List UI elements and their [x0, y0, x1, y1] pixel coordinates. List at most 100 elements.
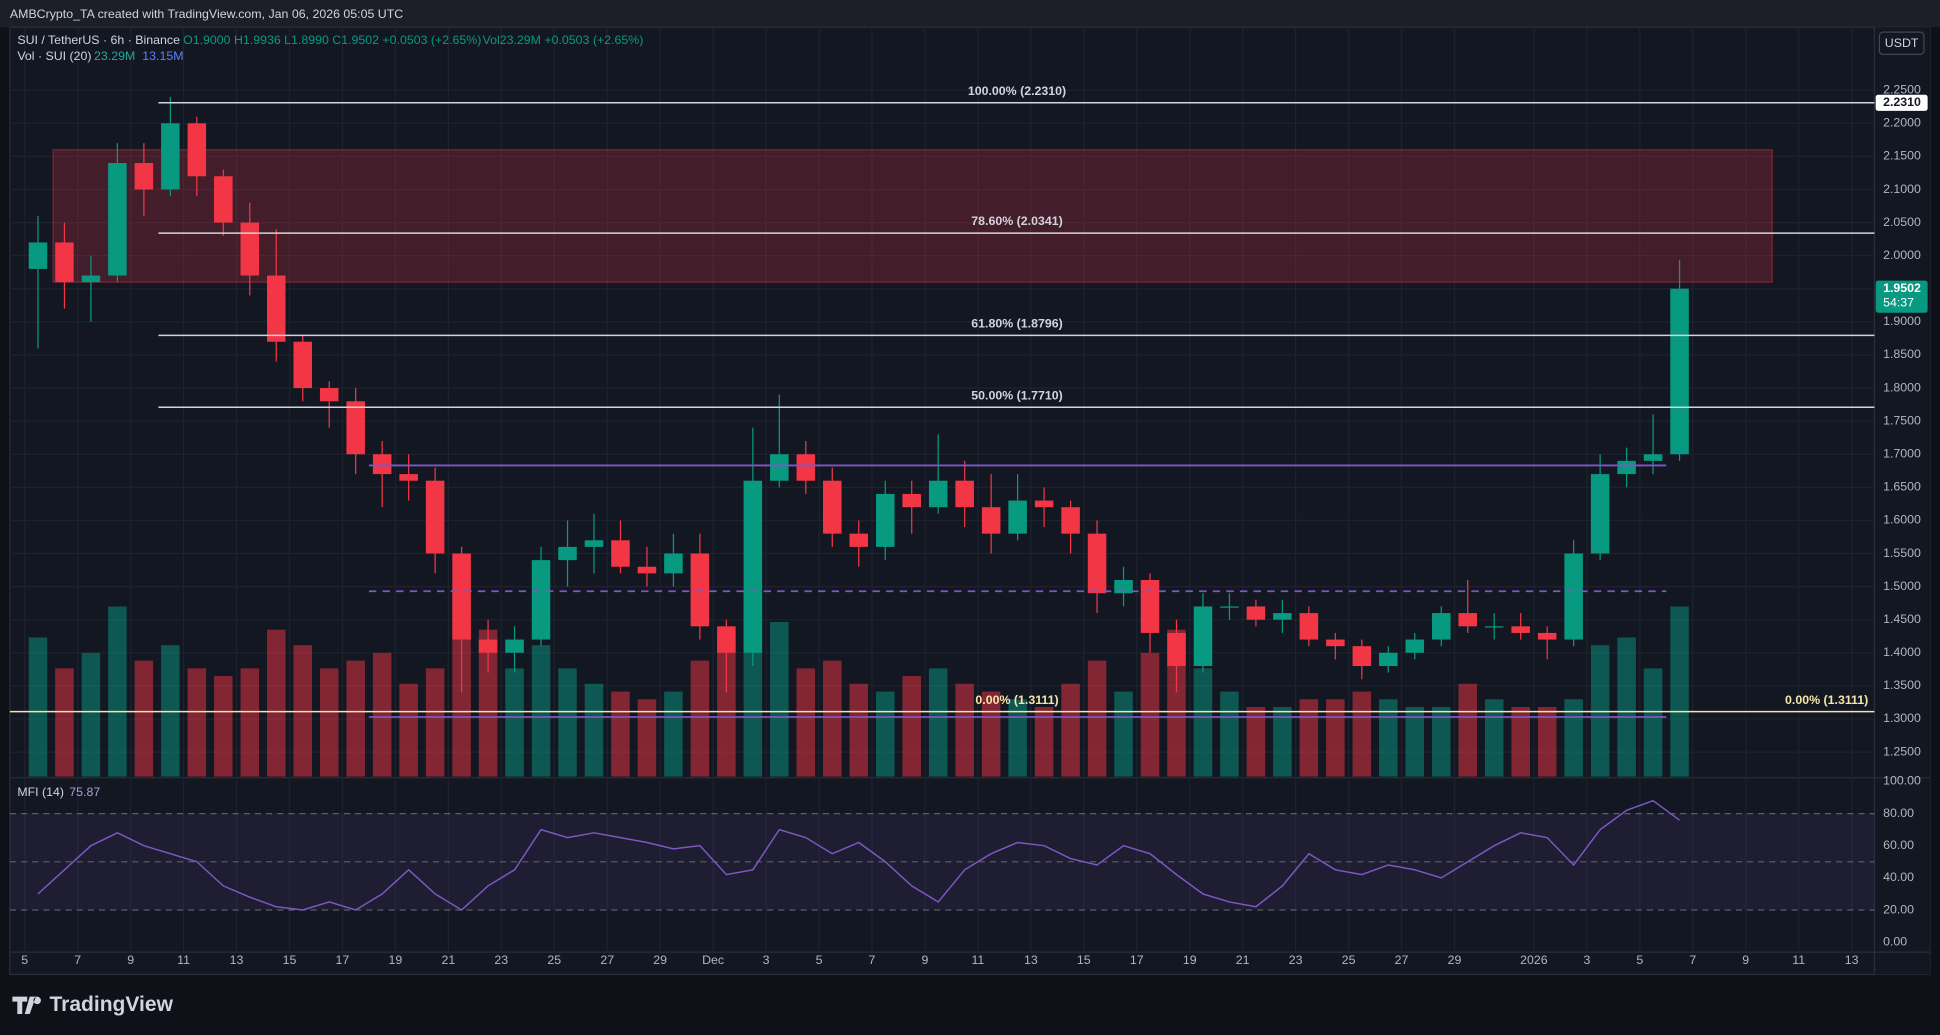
candle-body [1087, 533, 1107, 594]
price-tag-label: 1.9502 [1883, 281, 1921, 295]
volume-bar [1617, 637, 1636, 777]
volume-bar [1564, 699, 1583, 777]
volume-bar [134, 660, 154, 777]
volume-bar [1193, 668, 1213, 777]
x-tick-label: 19 [1183, 953, 1197, 967]
volume-bar [1643, 668, 1663, 777]
price-axis [1874, 27, 1931, 975]
candle-body [1352, 646, 1372, 667]
candle-body [1617, 460, 1636, 475]
volume-bar [1087, 660, 1107, 777]
y-tick-label: 2.2500 [1883, 82, 1921, 96]
fib-label: 0.00% (1.3111) [975, 693, 1058, 707]
volume-bar [611, 691, 630, 777]
candle-body [1379, 652, 1398, 667]
volume-bar [505, 668, 524, 777]
x-tick-label: 7 [869, 953, 876, 967]
volume-bar [849, 683, 869, 777]
volume-bar [928, 668, 948, 777]
x-tick-label: 11 [1792, 953, 1805, 967]
candle-body [1220, 606, 1239, 608]
volume-bar [1299, 699, 1319, 777]
mfi-legend: MFI (14) [17, 785, 64, 799]
mfi-pane [9, 799, 1875, 911]
fib-label: 61.80% (1.8796) [971, 317, 1062, 331]
volume-bar [1379, 699, 1398, 777]
x-tick-label: 9 [922, 953, 929, 967]
y-tick-label: 1.3500 [1883, 678, 1921, 692]
mfi-tick-label: 20.00 [1883, 902, 1914, 916]
volume-bar [478, 629, 498, 777]
x-tick-label: 23 [494, 953, 508, 967]
candle-body [531, 560, 551, 640]
volume-bar [690, 660, 710, 777]
candle-body [1670, 288, 1689, 455]
credit: AMBCrypto_TA created with TradingView.co… [10, 7, 403, 21]
candle-body [823, 480, 842, 534]
currency-button[interactable] [1878, 31, 1925, 56]
candle-body [478, 639, 498, 653]
volume-bar [293, 645, 313, 777]
y-tick-label: 1.5000 [1883, 579, 1921, 593]
x-tick-label: 2026 [1520, 953, 1548, 967]
x-tick-label: 13 [1024, 953, 1038, 967]
candle-body [134, 163, 154, 190]
x-tick-label: 25 [1342, 953, 1356, 967]
candle-body [1167, 632, 1186, 667]
volume-bar [1220, 691, 1239, 777]
volume-bar [955, 683, 974, 777]
volume-bar [1326, 699, 1345, 777]
mfi-tick-label: 40.00 [1883, 870, 1914, 884]
candle-body [108, 163, 127, 276]
volume-bar [637, 699, 657, 777]
y-tick-label: 1.7500 [1883, 413, 1921, 427]
candle-body [214, 176, 233, 223]
volume-bar [558, 668, 577, 777]
candle-body [293, 341, 313, 389]
y-tick-label: 1.4000 [1883, 645, 1921, 659]
volume-bar [1590, 645, 1610, 777]
volume-bar [372, 652, 392, 777]
volume-bar [346, 660, 365, 777]
x-tick-label: 5 [1636, 953, 1643, 967]
candle-body [743, 480, 763, 653]
candle-body [187, 123, 207, 177]
volume-bar [1061, 683, 1080, 777]
header-bar [0, 0, 1940, 28]
volume-values: Vol23.29M +0.0503 (+2.65%) [483, 33, 644, 47]
candle-body [902, 493, 921, 508]
volume-bar [1140, 652, 1160, 777]
candle-body [1114, 579, 1133, 594]
mfi-line [37, 799, 1681, 911]
y-tick-label: 1.3000 [1883, 711, 1921, 725]
candle-body [1405, 639, 1425, 653]
x-tick-label: 5 [816, 953, 823, 967]
candle-body [1326, 639, 1345, 647]
volume-bar [1511, 707, 1530, 777]
fib-label: 0.00% (1.3111) [1785, 693, 1868, 707]
candle-body [875, 493, 895, 547]
candle-body [1564, 553, 1583, 640]
price-tag [1875, 94, 1928, 111]
price-tag [1875, 280, 1928, 313]
volume-bar [531, 645, 551, 777]
volume-bar [1431, 707, 1451, 777]
x-tick-label: 29 [1448, 953, 1462, 967]
candle-body [717, 626, 736, 653]
volume-bar [214, 676, 233, 777]
candle-body [1008, 500, 1027, 534]
y-tick-label: 2.1000 [1883, 182, 1921, 196]
candle-body [928, 480, 948, 508]
y-tick-label: 1.2500 [1883, 744, 1921, 758]
brand-name: TradingView [49, 993, 173, 1016]
volume-bar [1114, 691, 1133, 777]
supply-zone [52, 149, 1773, 283]
candle-body [1299, 613, 1319, 640]
zones [52, 149, 1773, 283]
x-tick-label: 21 [441, 953, 455, 967]
x-tick-label: 15 [1077, 953, 1091, 967]
volume-bar [1670, 606, 1689, 777]
mfi-tick-label: 0.00 [1883, 934, 1907, 948]
volume-bar [28, 637, 48, 777]
